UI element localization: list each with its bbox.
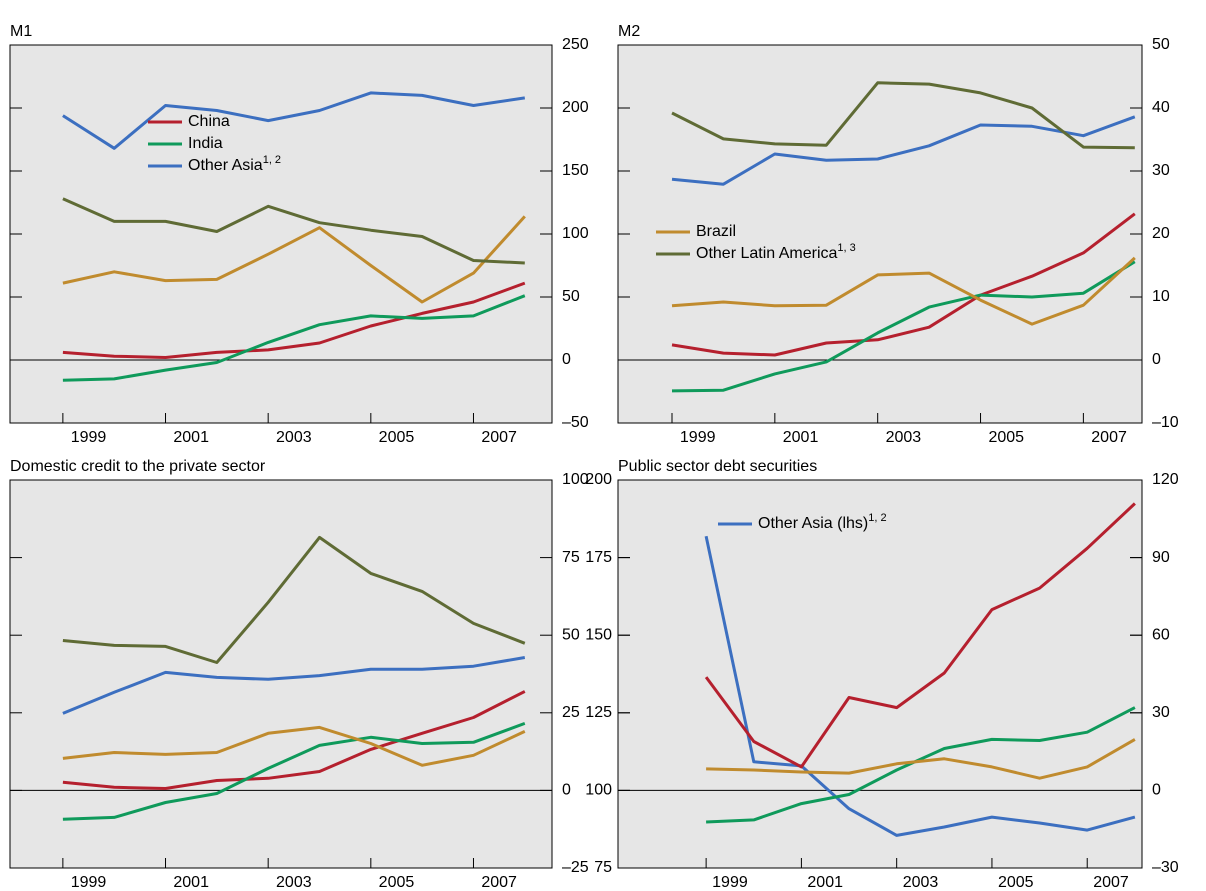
legend-label: China	[188, 113, 230, 130]
plot-area	[617, 479, 1143, 869]
x-tick-label: 2003	[276, 874, 312, 891]
legend-label: Other Asia (lhs)1, 2	[758, 512, 887, 532]
series-line	[671, 212, 1136, 357]
x-tick-label: 2005	[379, 874, 415, 891]
x-tick-label: 2001	[783, 429, 819, 446]
y-tick-label: 90	[1152, 549, 1170, 566]
legend-label: Other Asia1, 2	[188, 154, 281, 174]
x-tick-label: 1999	[71, 429, 107, 446]
series-line	[62, 215, 526, 304]
x-tick-label: 1999	[71, 874, 107, 891]
legend-label: Brazil	[696, 223, 736, 240]
x-tick-label: 2001	[807, 874, 843, 891]
series-line	[62, 690, 526, 790]
series-line	[671, 260, 1136, 393]
y-tick-label: 120	[1152, 471, 1179, 488]
y-tick-label: 150	[562, 162, 589, 179]
x-tick-label: 2003	[903, 874, 939, 891]
y-tick-label: 40	[1152, 99, 1170, 116]
series-line	[671, 115, 1136, 186]
chart-title: Domestic credit to the private sector	[10, 458, 266, 475]
series-line	[671, 81, 1135, 150]
series-line	[62, 281, 526, 359]
series-line	[62, 535, 526, 664]
plot-area	[9, 479, 553, 869]
series-line	[704, 535, 1136, 837]
y-tick-label: 0	[562, 351, 571, 368]
chart-title: M1	[10, 23, 32, 40]
y-tick-label: 20	[1152, 225, 1170, 242]
y-tick-label: –10	[1152, 414, 1179, 431]
y-tick-label: 0	[1152, 782, 1161, 799]
y-tick-label: 30	[1152, 704, 1170, 721]
x-tick-label: 2005	[379, 429, 415, 446]
x-tick-label: 1999	[712, 874, 748, 891]
series-line	[706, 738, 1136, 780]
x-tick-label: 2005	[998, 874, 1034, 891]
series-line	[62, 721, 526, 821]
series-line	[62, 725, 526, 767]
x-tick-label: 2001	[173, 429, 209, 446]
series-line	[62, 197, 525, 265]
y-tick-label: 175	[585, 549, 612, 566]
x-tick-label: 2003	[276, 429, 312, 446]
y-tick-label: 200	[585, 471, 612, 488]
x-tick-label: 2007	[1091, 429, 1127, 446]
y-tick-label: –50	[562, 414, 589, 431]
y-tick-label: 50	[562, 626, 580, 643]
x-tick-label: 2007	[481, 874, 517, 891]
y-tick-label: 10	[1152, 288, 1170, 305]
y-tick-label: 30	[1152, 162, 1170, 179]
series-line	[706, 706, 1136, 824]
series-line	[62, 656, 526, 715]
y-tick-label: –30	[1152, 859, 1179, 876]
legend-name: Brazil	[696, 223, 736, 240]
y-tick-label: 100	[562, 471, 589, 488]
x-tick-label: 2007	[481, 429, 517, 446]
y-tick-label: 100	[585, 782, 612, 799]
y-tick-label: 250	[562, 36, 589, 53]
legend-superscript: 1, 2	[868, 512, 886, 524]
y-tick-label: 50	[562, 288, 580, 305]
series-line	[704, 502, 1136, 769]
y-tick-label: 50	[1152, 36, 1170, 53]
legend-superscript: 1, 3	[837, 242, 855, 254]
legend-name: China	[188, 113, 230, 130]
x-tick-label: 2007	[1093, 874, 1129, 891]
legend-superscript: 1, 2	[263, 154, 281, 166]
series-line	[62, 91, 526, 150]
legend-label: India	[188, 135, 223, 152]
y-tick-label: 200	[562, 99, 589, 116]
series-line	[62, 294, 526, 382]
y-tick-label: 150	[585, 626, 612, 643]
legend-name: India	[188, 135, 223, 152]
y-tick-label: 25	[562, 704, 580, 721]
y-tick-label: 60	[1152, 626, 1170, 643]
x-tick-label: 2001	[173, 874, 209, 891]
legend-label: Other Latin America1, 3	[696, 242, 856, 262]
y-tick-label: 125	[585, 704, 612, 721]
chart-title: M2	[618, 23, 640, 40]
x-tick-label: 2005	[988, 429, 1024, 446]
legend-name: Other Latin America	[696, 245, 838, 262]
chart-title: Public sector debt securities	[618, 458, 817, 475]
x-tick-label: 1999	[680, 429, 716, 446]
y-tick-label: –25	[562, 859, 589, 876]
y-tick-label: 100	[562, 225, 589, 242]
y-tick-label: 0	[562, 782, 571, 799]
y-tick-label: 75	[562, 549, 580, 566]
plot-area	[9, 44, 553, 424]
y-tick-label: 75	[594, 859, 612, 876]
legend-name: Other Asia	[188, 157, 263, 174]
legend-name: Other Asia (lhs)	[758, 515, 868, 532]
y-tick-label: 0	[1152, 351, 1161, 368]
x-tick-label: 2003	[886, 429, 922, 446]
series-line	[671, 256, 1136, 326]
